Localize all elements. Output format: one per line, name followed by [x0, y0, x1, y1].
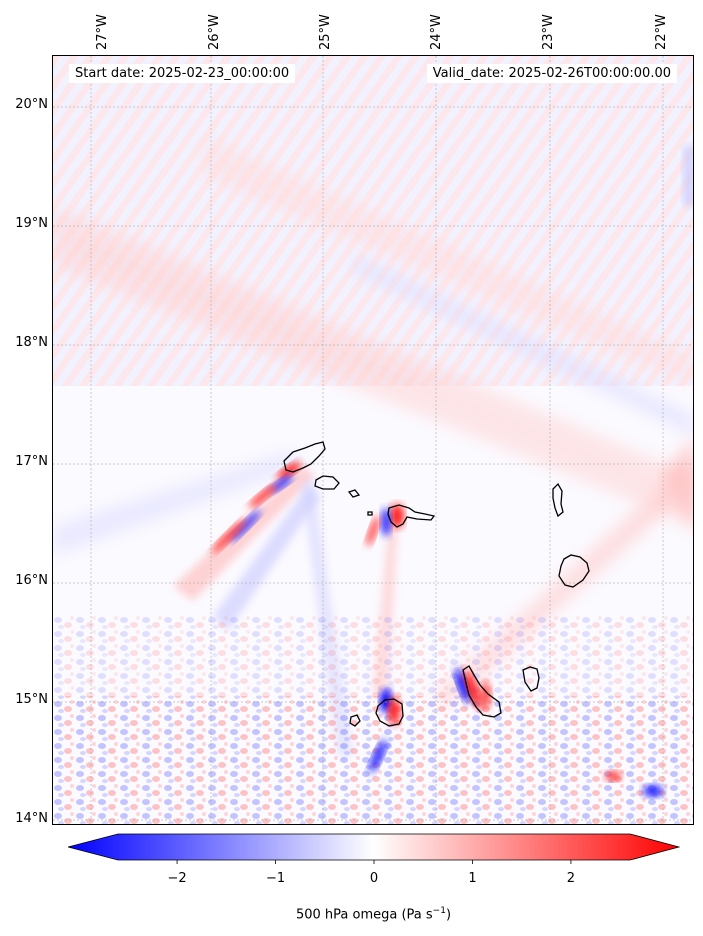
island-sal	[552, 482, 564, 518]
island-santo-antao	[283, 441, 326, 473]
island-fogo	[375, 698, 404, 727]
field-background-features	[53, 56, 693, 824]
island-razo	[367, 511, 373, 516]
colorbar-tick-label: −1	[265, 871, 286, 886]
colorbar	[68, 833, 680, 864]
lat-label: 14°N	[15, 811, 48, 826]
colorbar-tick-label: 2	[566, 871, 576, 886]
coastlines	[283, 441, 590, 727]
colorbar-tick-marks	[176, 860, 572, 864]
lat-label: 15°N	[15, 692, 48, 707]
island-maio	[522, 666, 540, 692]
island-sao-vicente	[314, 475, 340, 490]
lat-label: 17°N	[15, 454, 48, 469]
colorbar-tick-label: −2	[167, 871, 187, 886]
map-panel[interactable]: Start date: 2025-02-23_00:00:00 Valid_da…	[52, 55, 694, 825]
lon-label: 27°W	[95, 14, 110, 50]
omega-field-map	[53, 56, 693, 824]
island-boa-vista	[558, 554, 590, 588]
island-santiago	[462, 665, 502, 718]
island-sao-nicolau	[387, 504, 436, 528]
lon-label: 26°W	[207, 14, 222, 50]
valid-date-label: Valid_date: 2025-02-26T00:00:00.00	[426, 64, 677, 83]
colorbar-tick-label: 1	[468, 871, 477, 886]
lat-label: 19°N	[15, 216, 48, 231]
lat-label: 18°N	[15, 335, 48, 350]
start-date-label: Start date: 2025-02-23_00:00:00	[69, 64, 296, 83]
island-santa-luzia	[347, 489, 361, 498]
colorbar-label-text: 500 hPa omega (Pa s	[295, 907, 433, 923]
colorbar-label: 500 hPa omega (Pa s−1)	[0, 906, 703, 922]
colorbar-label-close: )	[445, 907, 452, 923]
colorbar-label-exponent: −1	[432, 906, 446, 916]
lat-label: 20°N	[15, 97, 48, 112]
lon-label: 24°W	[429, 14, 444, 50]
colorbar-gradient	[68, 833, 680, 861]
colorbar-tick-label: 0	[369, 871, 379, 886]
gridlines	[53, 56, 693, 824]
lon-label: 25°W	[318, 14, 333, 50]
lat-label: 16°N	[15, 573, 48, 588]
island-brava	[349, 714, 361, 727]
lon-label: 23°W	[541, 14, 556, 50]
lon-label: 22°W	[654, 14, 669, 50]
